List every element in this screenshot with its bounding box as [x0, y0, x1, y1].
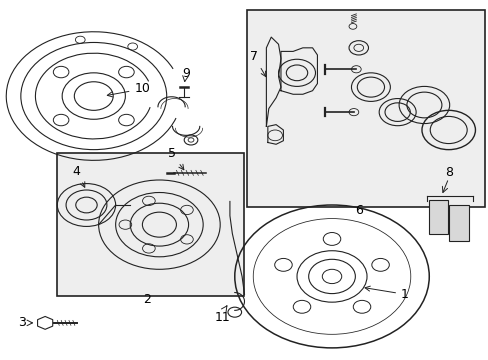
Text: 7: 7 [250, 50, 265, 77]
Text: 11: 11 [214, 311, 230, 324]
Text: 4: 4 [73, 165, 84, 187]
Text: 8: 8 [444, 166, 452, 179]
Text: 2: 2 [143, 293, 151, 306]
Text: 5: 5 [167, 147, 183, 170]
Bar [428, 200, 447, 234]
Text: 6: 6 [354, 204, 362, 217]
Text: 3: 3 [18, 316, 26, 329]
Bar [57, 153, 244, 296]
Text: 10: 10 [107, 82, 150, 97]
Text: 9: 9 [182, 67, 190, 80]
Bar [448, 205, 468, 241]
Bar [246, 10, 484, 207]
Text: 1: 1 [364, 286, 408, 301]
